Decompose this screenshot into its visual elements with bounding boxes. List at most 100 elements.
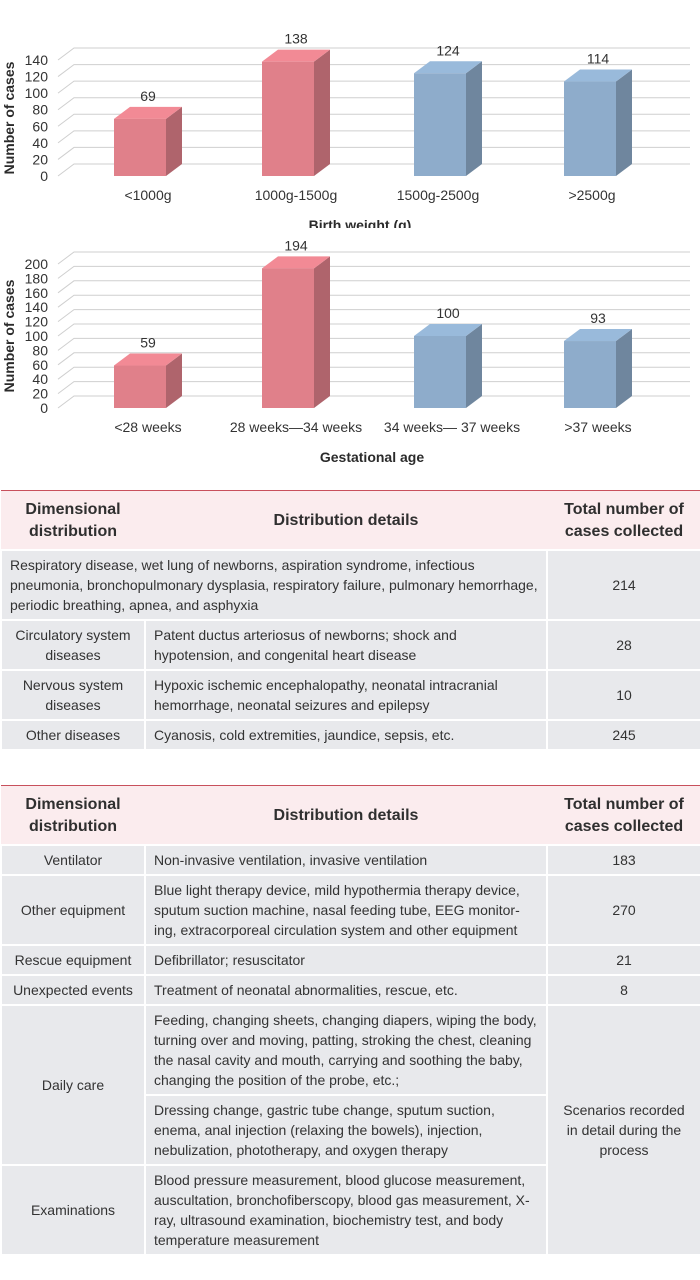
table-row: Dressing change, gastric tube change, sp…: [1, 1094, 700, 1166]
y-tick-label: 20: [32, 386, 48, 402]
y-tick-label: 160: [25, 285, 49, 301]
y-tick-label: 0: [40, 168, 48, 184]
bar-top: [262, 256, 330, 269]
bar: [564, 81, 616, 176]
bar-top: [114, 106, 182, 119]
equipment-care-distribution-table: Dimensional distribution Distribution de…: [0, 785, 700, 1256]
table-header-row: Dimensional distribution Distribution de…: [1, 490, 700, 551]
gridline: [57, 323, 690, 337]
x-tick-label: <28 weeks: [114, 419, 181, 435]
gridline: [57, 163, 690, 177]
y-tick-label: 0: [40, 400, 48, 416]
gridline: [57, 337, 690, 351]
bar-side: [616, 329, 632, 408]
y-tick-label: 140: [25, 299, 49, 315]
data-label: 100: [436, 305, 460, 321]
bar-side: [166, 106, 182, 176]
gridline: [57, 130, 690, 144]
header-total-cases: Total number of cases collected: [547, 785, 700, 846]
bar-top: [262, 49, 330, 62]
y-tick-label: 120: [25, 69, 49, 85]
header-dimensional-distribution: Dimensional distribution: [1, 490, 145, 551]
row-category: Other equipment: [0, 874, 146, 946]
row-category: Unexpected events: [0, 974, 146, 1006]
table-header-row: Dimensional distribution Distribution de…: [1, 785, 700, 846]
gridline: [57, 97, 690, 111]
x-tick-label: 28 weeks—34 weeks: [230, 419, 362, 435]
x-tick-label: >2500g: [568, 187, 615, 203]
bar: [114, 365, 166, 408]
y-tick-label: 140: [25, 52, 49, 68]
x-tick-label: 1000g-1500g: [255, 187, 338, 203]
merged-total-cell: Scenarios recorded in detail during the …: [546, 1004, 700, 1256]
table-row: Nervous system diseases Hypoxic ischemic…: [0, 669, 700, 721]
row-details: Patent ductus arteriosus of newborns; sh…: [144, 619, 548, 671]
x-axis-title: Birth weight (g): [309, 217, 412, 228]
gridline: [57, 280, 690, 294]
row-details: Dressing change, gastric tube change, sp…: [144, 1094, 548, 1166]
gridline: [57, 113, 690, 127]
y-tick-label: 20: [32, 151, 48, 167]
x-tick-label: >37 weeks: [564, 419, 631, 435]
header-distribution-details: Distribution details: [145, 785, 547, 846]
gridline: [57, 146, 690, 160]
y-tick-label: 100: [25, 85, 49, 101]
row-details: Respiratory disease, wet lung of newborn…: [0, 549, 548, 621]
bar-top: [564, 69, 632, 82]
bar-top: [414, 324, 482, 336]
row-category: Ventilator: [0, 844, 146, 876]
y-axis-title: Number of cases: [1, 61, 17, 174]
gridline: [57, 251, 690, 265]
row-category: Examinations: [0, 1164, 146, 1256]
table-row: Respiratory disease, wet lung of newborn…: [0, 549, 700, 621]
row-total: 28: [546, 619, 700, 671]
row-category: Nervous system diseases: [0, 669, 146, 721]
bar-side: [466, 324, 482, 408]
x-tick-label: <1000g: [124, 187, 171, 203]
row-category: Circulatory system diseases: [0, 619, 146, 671]
data-label: 69: [140, 88, 156, 104]
y-tick-label: 40: [32, 371, 48, 387]
y-tick-label: 200: [25, 256, 49, 272]
header-total-cases: Total number of cases collected: [547, 490, 700, 551]
y-tick-label: 60: [32, 357, 48, 373]
gridline: [57, 47, 690, 61]
table-row: Other diseases Cyanosis, cold extremitie…: [0, 719, 700, 751]
row-total: 245: [546, 719, 700, 751]
row-details: Non-invasive ventilation, invasive venti…: [144, 844, 548, 876]
row-details: Defibrillator; resuscitator: [144, 944, 548, 976]
bar-side: [314, 49, 330, 176]
bar: [414, 336, 466, 408]
disease-distribution-table: Dimensional distribution Distribution de…: [0, 490, 700, 751]
y-tick-label: 80: [32, 342, 48, 358]
row-category: Daily care: [0, 1004, 146, 1166]
gridline: [57, 265, 690, 279]
gridline: [57, 294, 690, 308]
row-details: Feeding, changing sheets, changing diape…: [144, 1004, 548, 1096]
bar-top: [114, 353, 182, 366]
y-tick-label: 40: [32, 135, 48, 151]
table-row: Circulatory system diseases Patent ductu…: [0, 619, 700, 671]
bar-side: [166, 353, 182, 408]
bar: [262, 61, 314, 176]
row-details: Blue light therapy device, mild hypother…: [144, 874, 548, 946]
bar: [262, 268, 314, 408]
y-tick-label: 100: [25, 328, 49, 344]
table-row: Rescue equipment Defibrillator; resuscit…: [0, 944, 700, 976]
data-label: 124: [436, 42, 460, 58]
row-category: Other diseases: [0, 719, 146, 751]
header-distribution-details: Distribution details: [145, 490, 547, 551]
header-dimensional-distribution: Dimensional distribution: [1, 785, 145, 846]
gridline: [57, 381, 690, 395]
row-total: 21: [546, 944, 700, 976]
bar-top: [414, 61, 482, 74]
y-tick-label: 180: [25, 270, 49, 286]
data-label: 59: [140, 335, 156, 351]
table-row: Unexpected events Treatment of neonatal …: [0, 974, 700, 1006]
gridline: [57, 366, 690, 380]
gridline: [57, 309, 690, 322]
row-details: Cyanosis, cold extremities, jaundice, se…: [144, 719, 548, 751]
row-details: Blood pressure measurement, blood glucos…: [144, 1164, 548, 1256]
